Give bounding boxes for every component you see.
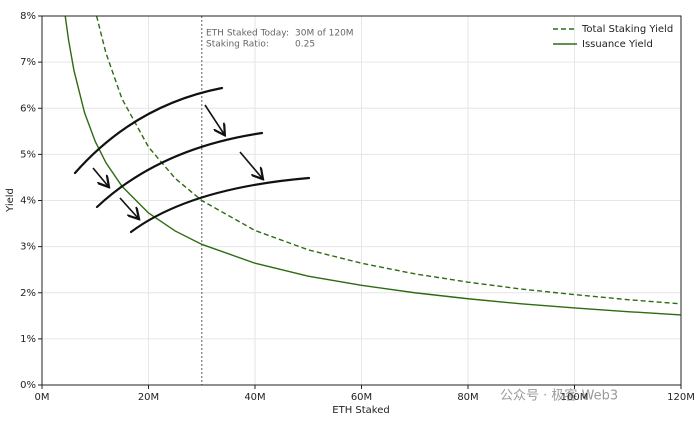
y-tick-label: 3%	[20, 242, 36, 253]
hand-curve	[129, 176, 311, 234]
series-line	[64, 15, 682, 316]
y-axis-label: Yield	[5, 188, 16, 213]
hand-curve	[95, 131, 264, 209]
hand-arrow	[92, 167, 108, 186]
x-axis-label: ETH Staked	[332, 405, 389, 416]
hand-arrow	[239, 151, 262, 178]
series-line	[95, 15, 682, 305]
x-tick-label: 100M	[561, 392, 589, 403]
annotation: ETH Staked Today:	[206, 29, 289, 39]
annotation: Staking Ratio:	[206, 40, 269, 50]
y-tick-label: 4%	[20, 196, 36, 207]
x-tick-label: 20M	[138, 392, 159, 403]
y-tick-label: 7%	[20, 57, 36, 68]
y-tick-label: 2%	[20, 288, 36, 299]
legend-label: Total Staking Yield	[581, 24, 673, 35]
legend-label: Issuance Yield	[582, 39, 653, 50]
x-tick-label: 0M	[35, 392, 50, 403]
y-tick-label: 8%	[20, 11, 36, 22]
x-tick-label: 40M	[244, 392, 265, 403]
x-tick-label: 120M	[667, 392, 695, 403]
x-tick-label: 60M	[351, 392, 372, 403]
y-tick-label: 5%	[20, 149, 36, 160]
hand-arrow	[204, 104, 224, 134]
y-tick-label: 1%	[20, 334, 36, 345]
annotation: 0.25	[295, 40, 315, 50]
annotation: 30M of 120M	[295, 29, 354, 39]
y-tick-label: 6%	[20, 103, 36, 114]
hand-arrow	[119, 197, 138, 218]
hand-drawing	[73, 86, 311, 234]
y-tick-label: 0%	[20, 380, 36, 391]
watermark: 公众号 · 极客 Web3	[500, 388, 618, 404]
hand-curve	[73, 86, 224, 175]
x-tick-label: 80M	[457, 392, 478, 403]
